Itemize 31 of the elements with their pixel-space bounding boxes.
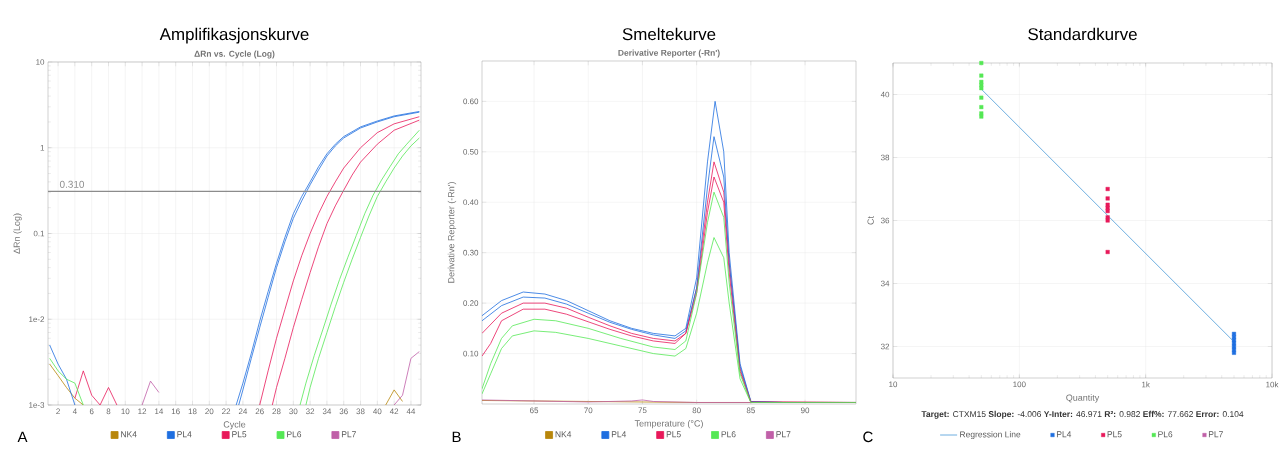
y-axis-title: Derivative Reporter (-Rn') bbox=[447, 182, 457, 283]
chart-title: Standardkurve bbox=[1028, 27, 1137, 41]
legend-label: PL7 bbox=[341, 431, 356, 438]
text: A bbox=[17, 431, 28, 442]
legend-label: PL4 bbox=[1056, 431, 1072, 438]
legend-label: PL5 bbox=[666, 431, 681, 438]
x-axis-title: Cycle bbox=[223, 421, 246, 430]
legend-label: PL5 bbox=[1107, 431, 1122, 438]
chart-subtitle: ΔRn vs. Cycle (Log) bbox=[194, 50, 275, 59]
legend-label: PL7 bbox=[1208, 431, 1223, 438]
y-axis-title: ΔRn (Log) bbox=[13, 213, 22, 254]
chart-title: Smeltekurve bbox=[622, 27, 716, 41]
legend-label: PL4 bbox=[177, 431, 192, 438]
chart-title: Amplifikasjonskurve bbox=[159, 27, 309, 44]
legend-label: PL6 bbox=[1158, 431, 1173, 438]
legend-label: NK4 bbox=[555, 431, 572, 438]
x-axis-title: Quantity bbox=[1066, 394, 1100, 403]
legend-label: PL6 bbox=[721, 431, 736, 438]
ref-line-label: 0.310 bbox=[59, 180, 85, 188]
legend-label: Regression Line bbox=[960, 431, 1021, 440]
chart-subtitle: Derivative Reporter (-Rn') bbox=[618, 49, 720, 58]
text: C bbox=[863, 431, 873, 443]
x-axis-title: Temperature (°C) bbox=[634, 420, 703, 429]
legend-label: PL4 bbox=[611, 431, 627, 438]
y-axis-title: Ct bbox=[867, 216, 874, 225]
text: Target: CTXM15 Slope: -4.006 Y-Inter: 46.971 R²: 0.982 Eff%: 77.662 Error: 0.104 bbox=[921, 410, 1244, 419]
legend-label: PL7 bbox=[776, 431, 791, 438]
text: B bbox=[452, 431, 461, 442]
legend-label: PL6 bbox=[287, 431, 302, 438]
legend-label: PL5 bbox=[232, 431, 247, 438]
legend-label: NK4 bbox=[121, 431, 137, 438]
